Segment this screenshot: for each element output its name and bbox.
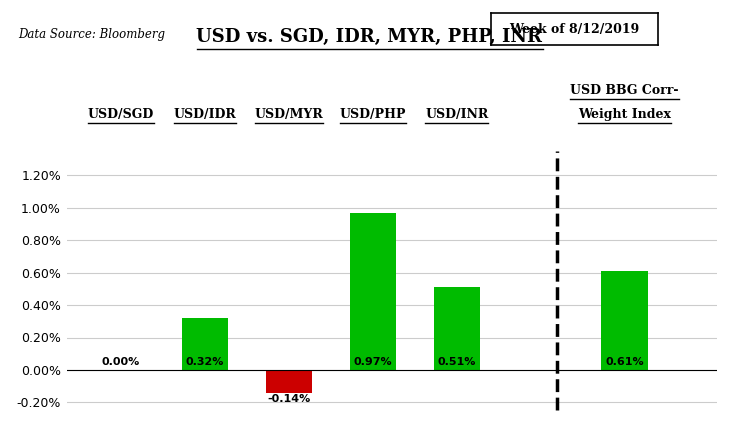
Bar: [266, 370, 312, 393]
Text: 0.97%: 0.97%: [353, 357, 392, 368]
Text: 0.61%: 0.61%: [605, 357, 644, 368]
Text: Data Source: Bloomberg: Data Source: Bloomberg: [18, 28, 166, 41]
Text: USD/SGD: USD/SGD: [88, 108, 154, 121]
Text: -0.14%: -0.14%: [268, 394, 310, 404]
Text: USD/PHP: USD/PHP: [339, 108, 406, 121]
Bar: [182, 318, 228, 370]
Text: USD/INR: USD/INR: [425, 108, 488, 121]
Text: USD vs. SGD, IDR, MYR, PHP, INR: USD vs. SGD, IDR, MYR, PHP, INR: [197, 28, 542, 46]
Text: USD/MYR: USD/MYR: [254, 108, 323, 121]
Text: Week of 8/12/2019: Week of 8/12/2019: [509, 22, 640, 36]
Text: USD BBG Corr-: USD BBG Corr-: [571, 84, 679, 97]
Text: USD/IDR: USD/IDR: [174, 108, 236, 121]
Bar: [602, 271, 647, 370]
Text: 0.51%: 0.51%: [437, 357, 476, 368]
Text: 0.32%: 0.32%: [185, 357, 224, 368]
Text: 0.00%: 0.00%: [102, 357, 140, 368]
Bar: [350, 213, 396, 370]
Text: Weight Index: Weight Index: [578, 108, 671, 121]
Bar: [434, 287, 480, 370]
